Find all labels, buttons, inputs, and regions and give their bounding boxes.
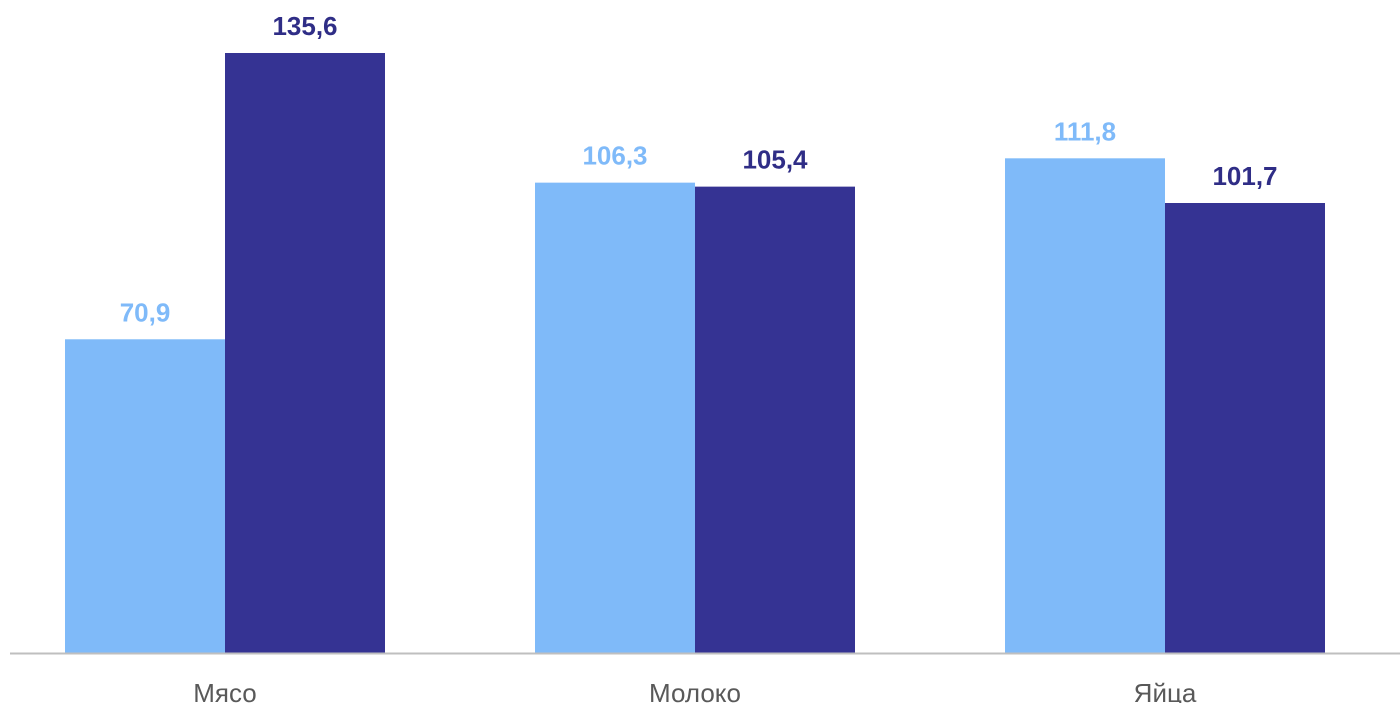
data-label: 111,8 <box>1054 116 1116 146</box>
bar <box>535 182 695 654</box>
x-tick-label: Яйца <box>1134 678 1197 703</box>
category-labels-group: Мясо Молоко Яйца <box>193 678 1197 703</box>
x-tick-label: Мясо <box>193 678 257 703</box>
bar <box>225 53 385 653</box>
x-tick-label: Молоко <box>649 678 741 703</box>
bar <box>695 186 855 654</box>
data-label: 101,7 <box>1212 161 1277 191</box>
data-label: 106,3 <box>582 141 647 171</box>
data-label: 135,6 <box>272 11 337 41</box>
bar <box>65 339 225 653</box>
value-labels-group: 70,9 135,6 106,3 105,4 111,8 101,7 <box>120 11 1278 327</box>
bar <box>1165 203 1325 653</box>
bars-group <box>65 53 1325 654</box>
data-label: 70,9 <box>120 297 171 327</box>
bar <box>1005 158 1165 653</box>
data-label: 105,4 <box>742 145 808 175</box>
